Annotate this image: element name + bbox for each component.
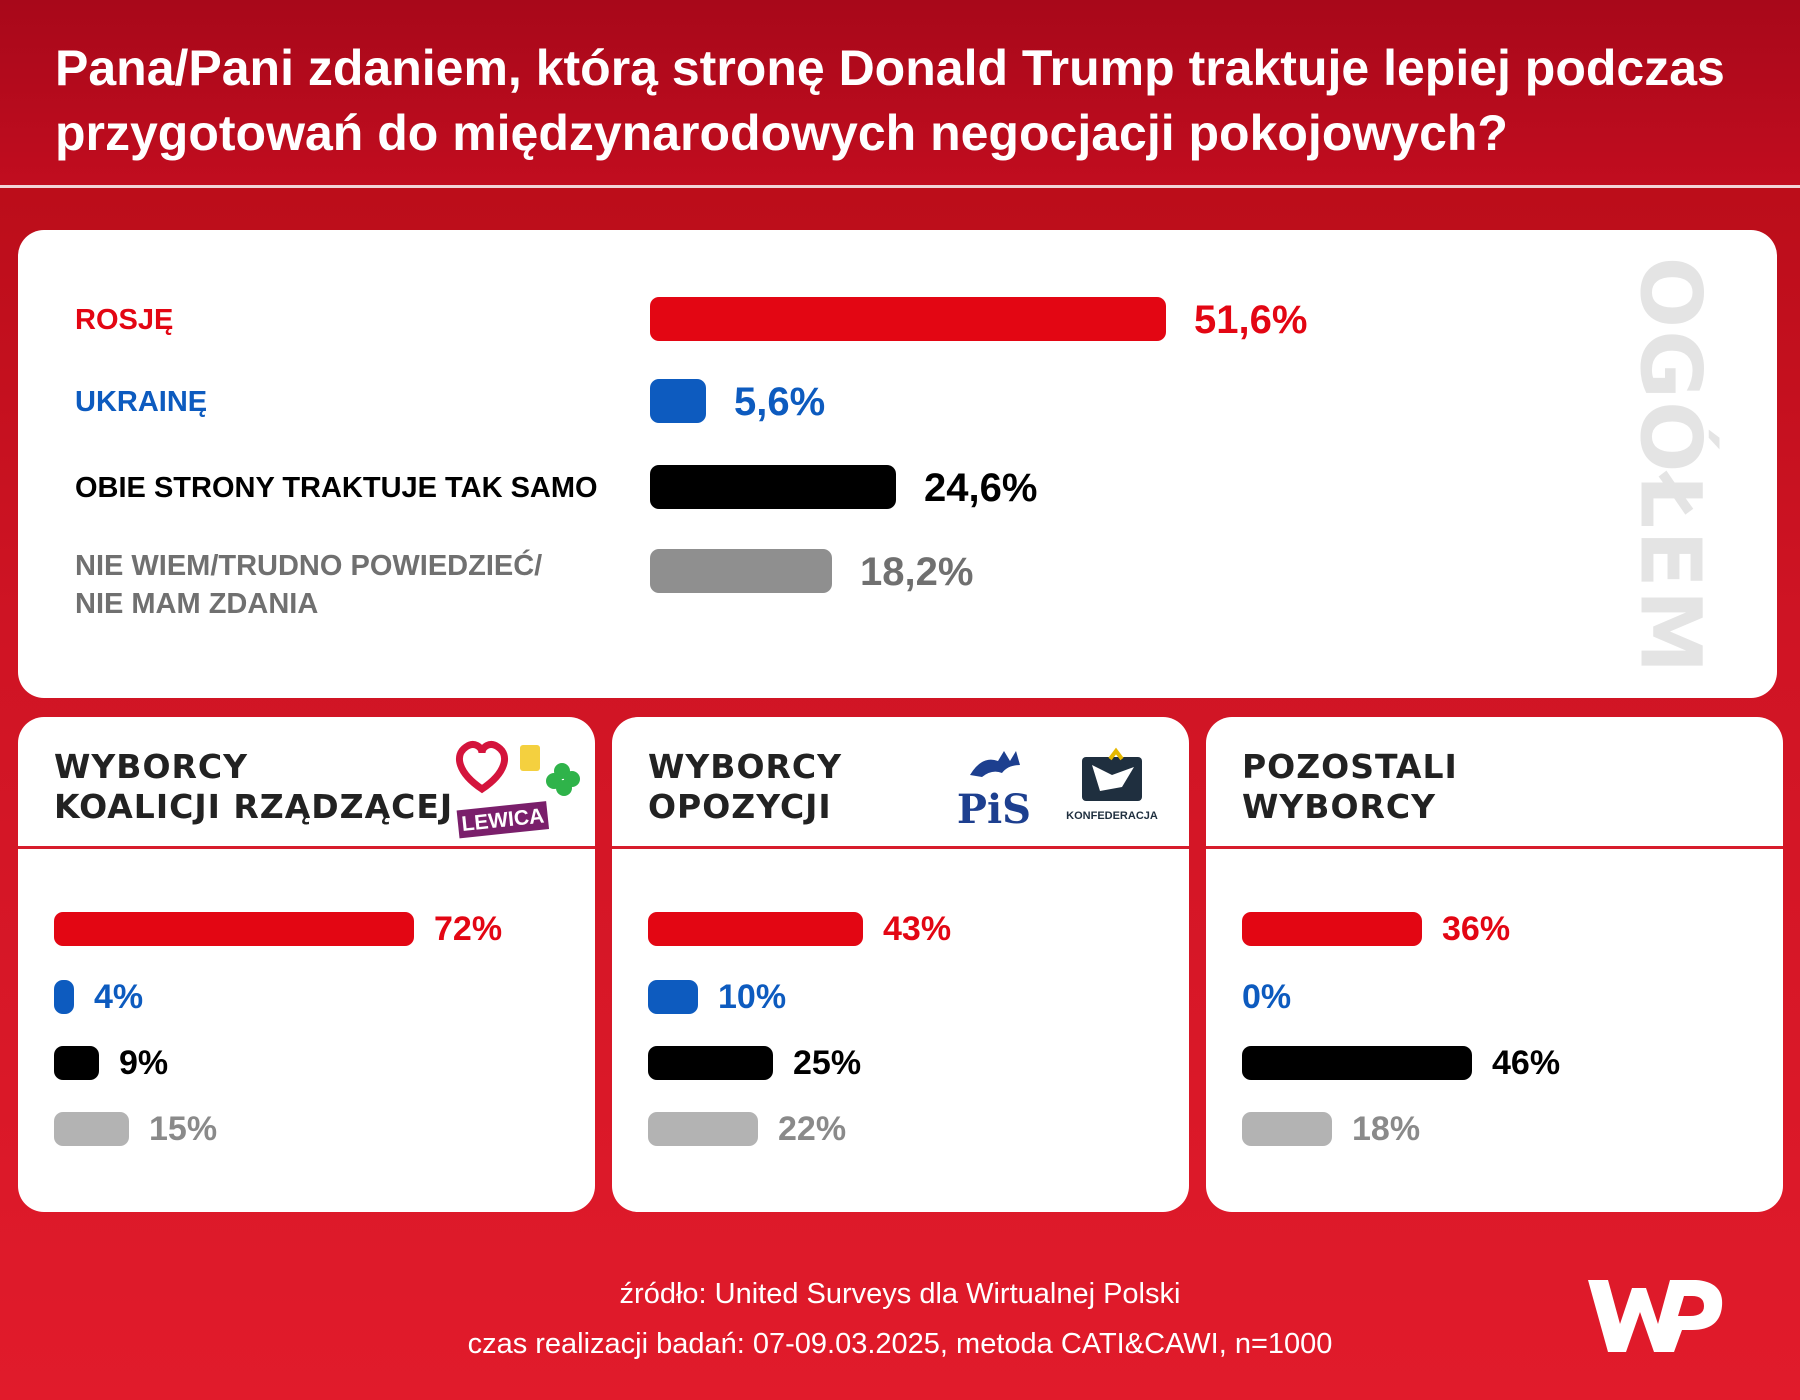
bar-koalicja-niewiem bbox=[54, 1112, 129, 1146]
value-label-koalicja-rosje: 72% bbox=[434, 910, 503, 948]
opozycja-logos: PiS KONFEDERACJA bbox=[957, 747, 1158, 833]
heart-icon bbox=[455, 741, 509, 794]
bar-pozostali-rosje bbox=[1242, 912, 1422, 946]
value-label-pozostali-obie: 46% bbox=[1492, 1044, 1561, 1082]
category-label-niewiem: NIE WIEM/TRUDNO POWIEDZIEĆ/NIE MAM ZDANI… bbox=[75, 547, 542, 623]
value-label-opozycja-ukraine: 10% bbox=[718, 978, 787, 1016]
wp-logo bbox=[1588, 1280, 1723, 1352]
bar-pozostali-obie bbox=[1242, 1046, 1472, 1080]
value-label-opozycja-rosje: 43% bbox=[883, 910, 952, 948]
bar-opozycja-niewiem bbox=[648, 1112, 758, 1146]
svg-text:PiS: PiS bbox=[957, 786, 1031, 833]
category-label-obie: OBIE STRONY TRAKTUJE TAK SAMO bbox=[75, 469, 598, 507]
bar-ukraine bbox=[650, 379, 706, 423]
overall-vertical-label: OGÓŁEM bbox=[1621, 257, 1719, 676]
group-title-line: WYBORCY bbox=[648, 747, 843, 786]
page-title: Pana/Pani zdaniem, którą stronę Donald T… bbox=[55, 40, 1725, 161]
group-title-line: WYBORCY bbox=[1242, 787, 1437, 826]
category-label-line: ROSJĘ bbox=[75, 304, 174, 336]
konfederacja-logo-text: KONFEDERACJA bbox=[1066, 810, 1158, 822]
bar-pozostali-niewiem bbox=[1242, 1112, 1332, 1146]
value-label-opozycja-obie: 25% bbox=[793, 1044, 862, 1082]
value-label-obie: 24,6% bbox=[924, 466, 1038, 510]
category-label-ukraine: UKRAINĘ bbox=[75, 383, 207, 421]
bar-koalicja-rosje bbox=[54, 912, 414, 946]
category-label-line: UKRAINĘ bbox=[75, 386, 208, 418]
group-title-line: KOALICJI RZĄDZĄCEJ bbox=[54, 787, 454, 826]
wp-logo-mark bbox=[1588, 1280, 1723, 1352]
bar-koalicja-ukraine bbox=[54, 980, 74, 1014]
eagle-icon bbox=[970, 751, 1020, 777]
koalicja-logos: LEWICA bbox=[455, 741, 580, 839]
category-label-line: NIE MAM ZDANIA bbox=[75, 588, 319, 620]
group-title-koalicja: WYBORCY KOALICJI RZĄDZĄCEJ bbox=[54, 747, 453, 827]
category-label-line: OBIE STRONY TRAKTUJE TAK SAMO bbox=[75, 472, 598, 504]
category-label-rosje: ROSJĘ bbox=[75, 301, 173, 339]
value-label-ukraine: 5,6% bbox=[734, 380, 826, 424]
group-title-line: WYBORCY bbox=[54, 747, 249, 786]
value-label-pozostali-niewiem: 18% bbox=[1352, 1110, 1421, 1148]
header: Pana/Pani zdaniem, którą stronę Donald T… bbox=[0, 0, 1800, 188]
group-title-line: POZOSTALI bbox=[1242, 747, 1458, 786]
group-title-opozycja: WYBORCY OPOZYCJI bbox=[648, 747, 842, 827]
value-label-rosje: 51,6% bbox=[1194, 298, 1308, 342]
lewica-badge bbox=[456, 801, 550, 839]
bar-obie bbox=[650, 465, 896, 509]
value-label-opozycja-niewiem: 22% bbox=[778, 1110, 847, 1148]
bar-opozycja-rosje bbox=[648, 912, 863, 946]
bar-opozycja-obie bbox=[648, 1046, 773, 1080]
value-label-koalicja-obie: 9% bbox=[119, 1044, 169, 1082]
category-label-line: NIE WIEM/TRUDNO POWIEDZIEĆ/ bbox=[75, 550, 543, 582]
value-label-koalicja-ukraine: 4% bbox=[94, 978, 144, 1016]
value-label-koalicja-niewiem: 15% bbox=[149, 1110, 218, 1148]
trzecia-droga-icon bbox=[520, 745, 540, 771]
value-label-pozostali-rosje: 36% bbox=[1442, 910, 1511, 948]
footer-details: czas realizacji badań: 07-09.03.2025, me… bbox=[467, 1328, 1333, 1360]
bar-opozycja-ukraine bbox=[648, 980, 698, 1014]
group-divider bbox=[1206, 846, 1783, 849]
bar-niewiem bbox=[650, 549, 832, 593]
group-title-pozostali: POZOSTALI WYBORCY bbox=[1242, 747, 1458, 827]
bar-rosje bbox=[650, 297, 1166, 341]
bar-koalicja-obie bbox=[54, 1046, 99, 1080]
footer-source: źródło: United Surveys dla Wirtualnej Po… bbox=[619, 1278, 1181, 1310]
group-title-line: OPOZYCJI bbox=[648, 787, 832, 826]
group-divider bbox=[612, 846, 1189, 849]
group-divider bbox=[18, 846, 595, 849]
value-label-niewiem: 18,2% bbox=[860, 550, 974, 594]
value-label-pozostali-ukraine: 0% bbox=[1242, 978, 1292, 1016]
overall-label-text: OGÓŁEM bbox=[1621, 256, 1720, 676]
